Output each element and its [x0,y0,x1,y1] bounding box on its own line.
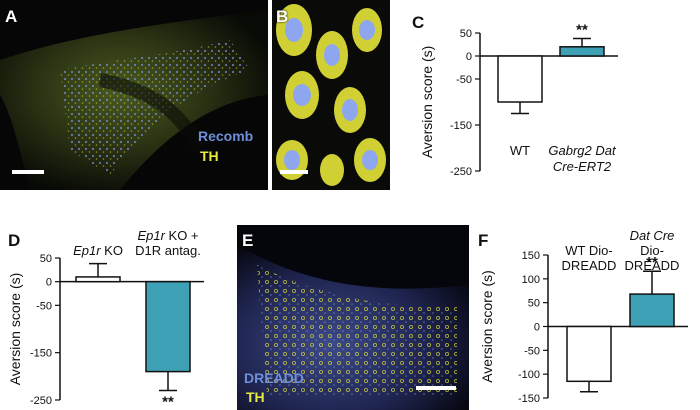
category-label: Ep1r KO + [137,228,198,243]
category-label: Gabrg2 Dat [548,143,617,158]
y-tick-label: -250 [450,166,472,178]
scale-bar-e [416,386,456,390]
category-label: Dio- [640,243,664,258]
dreadd-label: DREADD [244,370,304,386]
category-label-italic-part: Ep1r [137,228,165,243]
bar [566,325,612,383]
category-label: DREADD [625,258,680,273]
category-label-rest: KO + [165,228,199,243]
y-tick-label: 0 [534,322,540,334]
bar [629,293,675,328]
panel-letter-d: D [8,231,21,250]
panel-letter-e: E [242,231,254,250]
bar [559,46,605,57]
significance-label: ** [162,394,174,410]
panel-letter-c: C [412,13,425,32]
panel-letter-a: A [5,7,18,26]
y-tick-label: -150 [450,120,472,132]
y-tick-label: 0 [466,51,472,63]
th-label-a: TH [200,148,219,164]
y-axis-label: Aversion score (s) [479,270,495,383]
scale-bar-a [12,170,44,174]
y-axis-label: Aversion score (s) [7,273,23,386]
significance-label: ** [646,254,658,271]
category-label: Cre-ERT2 [553,159,612,174]
category-label: Dat Cre [630,228,675,243]
y-tick-label: -50 [456,74,472,86]
micrograph-b [272,0,390,190]
panel-letter-f: F [478,231,489,250]
category-label: D1R antag. [135,243,201,258]
chart-d: 50 0 -50 -150 -250 Aversion score (s) ** Ep1r K… [7,228,204,410]
bar [497,55,543,103]
y-tick-label: -150 [518,393,540,405]
panel-letter-b: B [276,7,289,26]
bar [145,280,191,373]
y-tick-label: -50 [524,345,540,357]
category-label-rest: KO [101,243,123,258]
category-label: WT Dio- [565,243,612,258]
y-tick-label: 100 [522,274,540,286]
micrograph-e-image [237,225,469,410]
y-tick-label: 50 [40,253,52,265]
micrograph-a-image [0,0,268,190]
th-label-e: TH [246,389,265,405]
y-tick-label: 0 [46,277,52,289]
y-tick-label: -150 [30,348,52,360]
y-tick-label: 150 [522,250,540,262]
micrograph-b-image [272,0,390,190]
chart-c: 50 0 -50 -150 -250 Aversion score (s) ** WT Gabr… [419,22,618,178]
bar [75,276,121,283]
y-axis-label: Aversion score (s) [419,46,435,159]
significance-label: ** [576,22,588,39]
chart-f: 150 100 50 0 -50 -100 -150 Aversion score (s) **… [479,228,688,405]
scale-bar-b [280,170,308,174]
y-tick-label: -50 [36,300,52,312]
category-label: Ep1r KO [73,243,123,258]
category-label: WT [510,143,530,158]
micrograph-a [0,0,268,190]
y-tick-label: -100 [518,369,540,381]
recomb-label: Recomb [198,128,254,144]
y-tick-label: -250 [30,395,52,407]
y-tick-label: 50 [528,298,540,310]
micrograph-e [237,225,469,410]
category-label: DREADD [562,258,617,273]
category-label-italic-part: Ep1r [73,243,101,258]
y-tick-label: 50 [460,28,472,40]
